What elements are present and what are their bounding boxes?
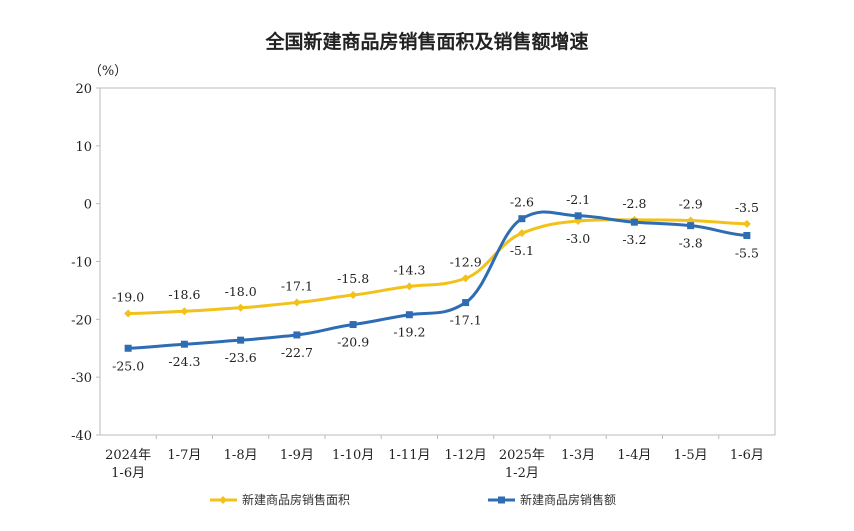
data-label: -19.0	[112, 290, 144, 305]
data-point	[405, 311, 413, 319]
data-label: -18.6	[168, 287, 200, 302]
data-point	[293, 331, 301, 339]
data-label: -15.8	[337, 271, 369, 286]
data-point	[742, 219, 751, 228]
data-label: -12.9	[450, 254, 482, 269]
data-label: -17.1	[450, 313, 482, 328]
plot-area	[99, 87, 776, 436]
data-label: -19.2	[393, 325, 425, 340]
x-tick-label: 1-4月	[617, 448, 651, 463]
data-label: -2.9	[679, 196, 703, 211]
data-label: -20.9	[337, 335, 369, 350]
data-label: -5.1	[510, 243, 534, 258]
x-tick-label: 1-5月	[674, 448, 708, 463]
data-point	[517, 229, 526, 238]
legend-marker	[498, 496, 505, 504]
x-tick-label: 1-11月	[388, 448, 430, 463]
data-point	[405, 282, 414, 291]
data-label: -22.7	[281, 345, 313, 360]
data-label: -24.3	[168, 354, 200, 369]
y-tick-label: 10	[75, 140, 92, 155]
data-label: -14.3	[393, 262, 425, 277]
x-tick-label: 1-8月	[224, 448, 258, 463]
data-label: -23.6	[225, 350, 257, 365]
chart-title: 全国新建商品房销售面积及销售额增速	[264, 30, 588, 53]
data-label: -2.8	[622, 196, 646, 211]
x-tick-label: 1-2月	[505, 466, 539, 481]
data-point	[462, 299, 470, 307]
data-label: -17.1	[281, 279, 313, 294]
data-point	[349, 291, 358, 300]
x-tick-label: 1-3月	[561, 448, 595, 463]
data-point	[124, 344, 132, 352]
data-point	[180, 340, 188, 348]
legend-label: 新建商品房销售面积	[242, 492, 350, 507]
data-point	[349, 321, 357, 329]
x-tick-label: 1-6月	[111, 466, 145, 481]
x-tick-label: 1-9月	[280, 448, 314, 463]
y-tick-label: -40	[71, 429, 92, 444]
data-point	[743, 231, 751, 239]
data-point	[292, 298, 301, 307]
x-tick-label: 1-12月	[445, 448, 487, 463]
x-tick-label: 1-10月	[332, 448, 374, 463]
data-label: -25.0	[112, 358, 144, 373]
data-label: -2.1	[566, 192, 590, 207]
y-axis-unit: （%）	[89, 64, 127, 79]
data-point	[236, 303, 245, 312]
x-tick-label: 1-6月	[730, 448, 764, 463]
series-line-1	[128, 210, 747, 350]
legend-marker	[219, 496, 227, 504]
data-point	[237, 336, 245, 344]
data-label: -3.0	[566, 231, 590, 246]
data-point	[574, 212, 582, 220]
data-point	[630, 218, 638, 226]
y-tick-label: -30	[71, 371, 92, 386]
data-label: -3.2	[622, 232, 646, 247]
data-label: -3.8	[679, 236, 703, 251]
series-line-0	[128, 218, 747, 316]
data-point	[687, 222, 695, 230]
data-point	[518, 215, 526, 223]
data-point	[124, 309, 133, 318]
data-label: -3.5	[735, 200, 759, 215]
y-tick-label: 0	[84, 198, 92, 213]
data-label: -5.5	[735, 245, 759, 260]
data-label: -2.6	[510, 195, 534, 210]
x-tick-label: 2024年	[105, 448, 151, 463]
y-tick-label: 20	[75, 82, 92, 97]
x-tick-label: 1-7月	[167, 448, 201, 463]
legend-label: 新建商品房销售额	[520, 492, 616, 507]
y-tick-label: -10	[71, 256, 92, 271]
y-tick-label: -20	[71, 313, 92, 328]
data-point	[180, 307, 189, 316]
data-label: -18.0	[225, 284, 257, 299]
x-tick-label: 2025年	[499, 448, 545, 463]
data-point	[461, 274, 470, 283]
